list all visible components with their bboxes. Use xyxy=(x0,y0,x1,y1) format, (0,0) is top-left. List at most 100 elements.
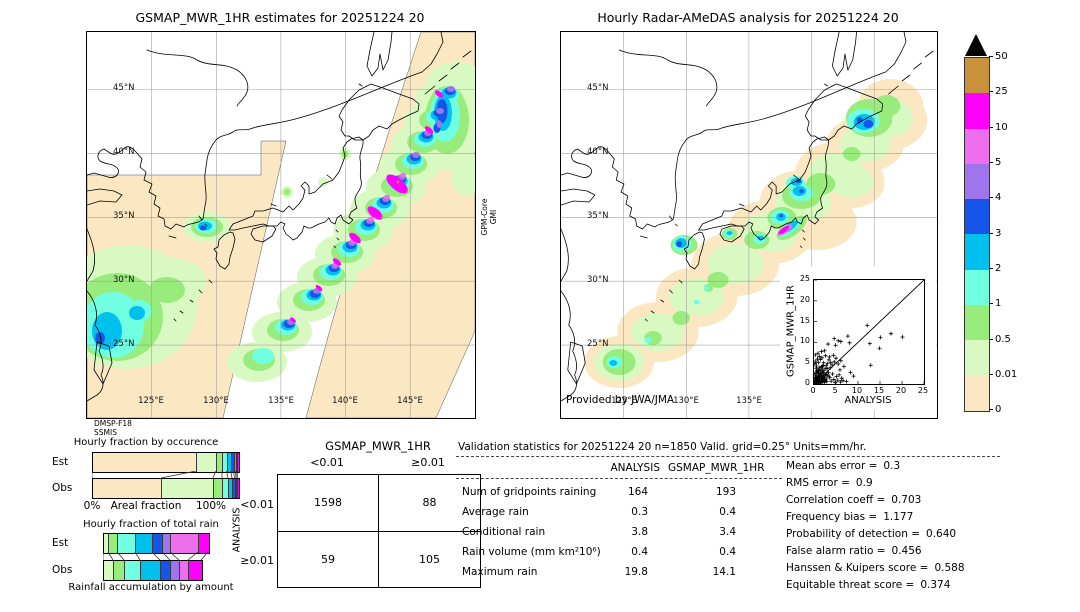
colorbar-label: 50 xyxy=(989,51,1008,62)
score-row: Equitable threat score = 0.374 xyxy=(786,579,950,591)
inset-xtick: 10 xyxy=(851,386,863,395)
inset-ytick: 25 xyxy=(799,274,810,283)
contingency-cell-false-alarm: 88 xyxy=(379,475,480,532)
contingency-title: GSMAP_MWR_1HR xyxy=(325,439,431,453)
score-label: Frequency bias = xyxy=(786,511,878,523)
score-row: RMS error = 0.9 xyxy=(786,477,873,489)
occurrence-obs-bar xyxy=(92,478,241,499)
lon-tick: 140°E xyxy=(332,396,358,406)
stats-value: 14.1 xyxy=(712,566,736,578)
stats-value: 193 xyxy=(715,486,736,498)
inset-ylabel: GSMAP_MWR_1HR xyxy=(785,285,797,377)
colorbar-label: 4 xyxy=(989,192,1001,203)
totalrain-obs-label: Obs xyxy=(52,564,73,576)
inset-ytick: 5 xyxy=(804,357,810,366)
lat-tick: 30°N xyxy=(587,275,609,285)
stats-col-gsmap: GSMAP_MWR_1HR xyxy=(668,462,765,474)
gsmap-precip xyxy=(87,62,475,382)
lon-tick: 125°E xyxy=(611,396,637,406)
lat-tick: 45°N xyxy=(113,83,135,93)
contingency-table: 1598 88 59 105 xyxy=(277,474,481,588)
totalrain-chart-title: Hourly fraction of total rain xyxy=(83,519,219,530)
lat-tick: 25°N xyxy=(113,339,135,349)
occurrence-x0: 0% xyxy=(83,500,101,512)
score-value: 0.588 xyxy=(934,562,965,574)
score-label: Mean abs error = xyxy=(786,460,878,472)
score-value: 0.3 xyxy=(883,460,901,472)
stats-row-label: Rain volume (mm km²10⁶) xyxy=(462,546,601,558)
score-row: Frequency bias = 1.177 xyxy=(786,511,913,523)
occurrence-est-bar xyxy=(92,452,240,473)
right-map-title: Hourly Radar-AMeDAS analysis for 2025122… xyxy=(597,10,899,25)
lon-tick: 125°E xyxy=(138,396,164,406)
score-row: False alarm ratio = 0.456 xyxy=(786,545,922,557)
contingency-cell-miss: 59 xyxy=(278,532,379,588)
colorbar-label: 0.01 xyxy=(989,369,1017,380)
credit-label: Provided by JWA/JMA xyxy=(566,394,675,406)
score-row: Correlation coeff = 0.703 xyxy=(786,494,921,506)
lat-tick: 35°N xyxy=(113,211,135,221)
score-label: RMS error = xyxy=(786,477,850,489)
inset-xlabel: ANALYSIS xyxy=(844,395,892,406)
gsmap-map-panel: 45°N 40°N 35°N 30°N 25°N 125°E 130°E 135… xyxy=(86,31,476,419)
occurrence-xlabel: Areal fraction xyxy=(110,500,182,512)
occurrence-obs-label: Obs xyxy=(52,482,73,494)
contingency-cell-hit: 105 xyxy=(419,553,440,566)
inset-xtick: 15 xyxy=(873,386,885,395)
gpm-core-gmi-label: GPM-Core GMI xyxy=(480,198,498,236)
occurrence-est-label: Est xyxy=(52,456,69,468)
occurrence-connector xyxy=(92,471,238,478)
score-row: Mean abs error = 0.3 xyxy=(786,460,900,472)
score-row: Probability of detection = 0.640 xyxy=(786,528,956,540)
score-label: False alarm ratio = xyxy=(786,545,886,557)
stats-col-analysis: ANALYSIS xyxy=(610,462,660,474)
stats-title: Validation statistics for 20251224 20 n=… xyxy=(458,441,867,453)
colorbar xyxy=(964,57,990,412)
lon-tick: 135°E xyxy=(736,396,762,406)
lat-tick: 25°N xyxy=(587,339,609,349)
stats-value: 0.4 xyxy=(631,546,648,558)
gsmap-map-canvas xyxy=(87,32,475,418)
colorbar-label: 0.5 xyxy=(989,334,1011,345)
stats-value: 164 xyxy=(627,486,648,498)
totalrain-est-label: Est xyxy=(52,537,69,549)
totalrain-footer: Rainfall accumulation by amount xyxy=(68,582,234,593)
inset-ytick: 10 xyxy=(799,336,810,345)
colorbar-label: 2 xyxy=(989,263,1001,274)
inset-ytick: 0 xyxy=(804,378,810,387)
contingency-row-axis: ANALYSIS xyxy=(231,507,243,553)
stats-value: 0.3 xyxy=(631,506,648,518)
lat-tick: 35°N xyxy=(587,211,609,221)
inset-xtick: 20 xyxy=(895,386,907,395)
stats-row-label: Conditional rain xyxy=(462,526,546,538)
radar-map-panel: 45°N 40°N 35°N 30°N 25°N 125°E 130°E 135… xyxy=(560,31,938,419)
inset-xtick: 25 xyxy=(917,386,929,395)
score-label: Probability of detection = xyxy=(786,528,921,540)
contingency-col-label: <0.01 xyxy=(310,456,344,469)
contingency-col-label: ≥0.01 xyxy=(411,456,445,469)
contingency-row-label: <0.01 xyxy=(240,498,274,511)
stats-row-label: Average rain xyxy=(462,506,529,518)
score-value: 0.9 xyxy=(855,477,873,489)
lon-tick: 130°E xyxy=(203,396,229,406)
colorbar-label: 3 xyxy=(989,228,1001,239)
colorbar-label: 1 xyxy=(989,298,1001,309)
stats-header-rule xyxy=(456,478,782,479)
colorbar-label: 5 xyxy=(989,157,1001,168)
radar-map-canvas xyxy=(561,32,937,418)
occurrence-chart-title: Hourly fraction by occurence xyxy=(73,437,219,448)
overflow-triangle-icon xyxy=(965,34,987,56)
inset-scatter-plot xyxy=(813,279,925,385)
lon-tick: 145°E xyxy=(397,396,423,406)
stats-row-label: Maximum rain xyxy=(462,566,538,578)
stats-value: 19.8 xyxy=(624,566,648,578)
contingency-row-label: ≥0.01 xyxy=(240,554,274,567)
score-label: Correlation coeff = xyxy=(786,494,886,506)
score-row: Hanssen & Kuipers score = 0.588 xyxy=(786,562,965,574)
score-label: Equitable threat score = xyxy=(786,579,915,591)
stats-row-label: Num of gridpoints raining xyxy=(462,486,597,498)
lon-tick: 130°E xyxy=(673,396,699,406)
lat-tick: 45°N xyxy=(587,83,609,93)
score-value: 0.456 xyxy=(891,545,922,557)
totalrain-obs-bar xyxy=(103,560,203,581)
